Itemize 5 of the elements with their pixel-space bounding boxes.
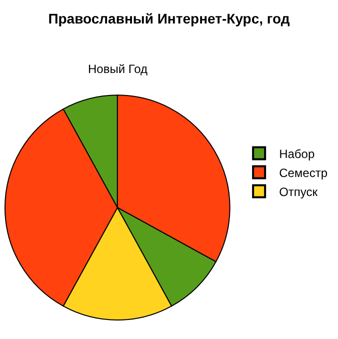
chart-title: Православный Интернет-Курс, год <box>48 10 290 26</box>
legend-label: Семестр <box>279 166 328 180</box>
legend-label: Набор <box>279 146 315 161</box>
legend-label: Отпуск <box>279 184 318 199</box>
text: Новый Год <box>88 62 148 76</box>
